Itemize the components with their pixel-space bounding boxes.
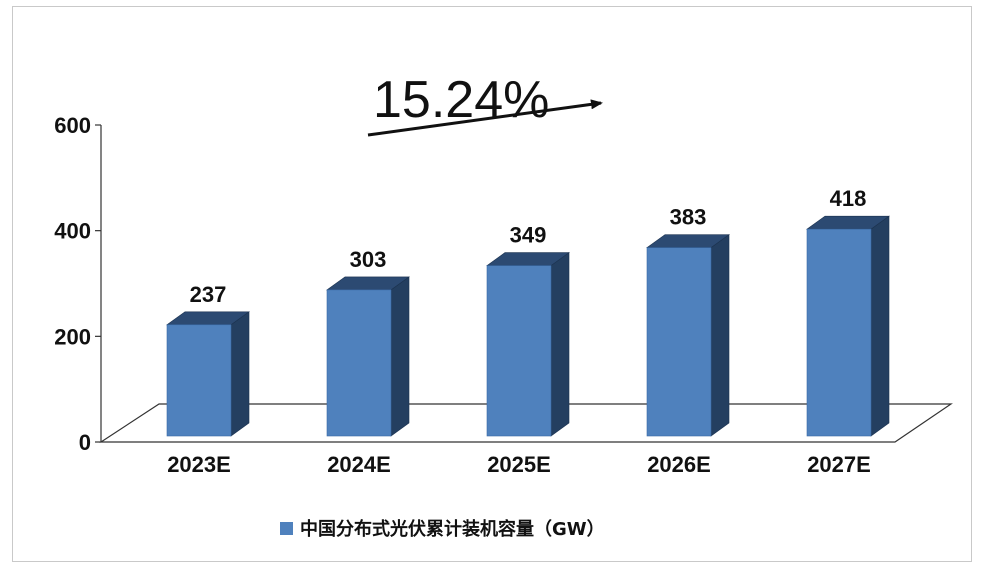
y-tick-label: 200 (54, 324, 91, 349)
x-tick-label: 2025E (487, 452, 551, 477)
bar-2024E (326, 289, 392, 437)
bar-side-face (230, 311, 250, 437)
bar-2023E (166, 324, 232, 437)
bar-side-face (870, 215, 890, 437)
data-label: 349 (510, 223, 547, 248)
bar-side-face (390, 276, 410, 437)
bar-2027E (806, 228, 872, 437)
y-tick-label: 400 (54, 219, 91, 244)
bar-2025E (486, 265, 552, 437)
x-tick-label: 2023E (167, 452, 231, 477)
data-label: 303 (350, 247, 387, 272)
x-tick-label: 2026E (647, 452, 711, 477)
bar-2026E (646, 247, 712, 437)
data-label: 418 (830, 186, 867, 211)
data-label: 237 (190, 282, 227, 307)
legend-series-label: 中国分布式光伏累计装机容量（GW） (300, 518, 605, 540)
bar-side-face (550, 252, 570, 437)
legend-marker (280, 522, 293, 535)
bar-side-face (710, 234, 730, 437)
growth-arrow (367, 99, 603, 137)
growth-rate-label: 15.24% (373, 71, 549, 129)
x-tick-label: 2024E (327, 452, 391, 477)
chart-frame: 0 200 400 600 237 2023E 303 2024E 349 2025E 383 20… (12, 6, 972, 562)
x-tick-label: 2027E (807, 452, 871, 477)
y-tick-label: 0 (79, 430, 91, 455)
bar-chart: 0 200 400 600 237 2023E 303 2024E 349 2025E 383 20… (54, 71, 953, 540)
data-label: 383 (670, 205, 707, 230)
chart-floor (98, 403, 953, 443)
y-tick-label: 600 (54, 113, 91, 138)
